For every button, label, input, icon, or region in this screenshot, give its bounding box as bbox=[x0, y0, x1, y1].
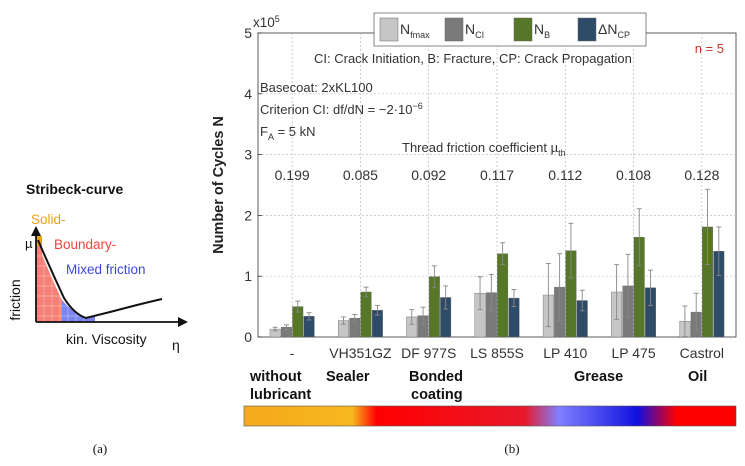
boundary-label: Boundary- bbox=[54, 237, 116, 252]
x-axis: - VH351GZ DF 977S LS 855S LP 410 LP 475 Castro… bbox=[290, 345, 724, 361]
friction-coefficient-value: 0.108 bbox=[616, 167, 651, 183]
boundary-region bbox=[36, 246, 62, 322]
legend: Nfmax NCI NB ΔNCP bbox=[373, 12, 647, 47]
x-tick-label: Castrol bbox=[680, 345, 724, 361]
x-tick-label: LS 855S bbox=[470, 345, 524, 361]
solid-label: Solid- bbox=[31, 212, 66, 227]
x-tick-label: - bbox=[290, 345, 295, 361]
mixed-label: Mixed friction bbox=[66, 262, 146, 277]
bar bbox=[497, 253, 509, 338]
legend-swatch bbox=[577, 17, 597, 42]
y-tick-label: 2 bbox=[244, 207, 252, 223]
friction-coefficient-row: 0.199 0.085 0.092 0.117 0.112 0.108 0.128 bbox=[275, 167, 720, 183]
x-tick-label: DF 977S bbox=[401, 345, 456, 361]
y-tick-label: 1 bbox=[244, 268, 252, 284]
viscosity-label: kin. Viscosity bbox=[66, 331, 147, 347]
y-tick-label: 5 bbox=[244, 25, 252, 41]
crack-definitions: CI: Crack Initiation, B: Fracture, CP: C… bbox=[314, 51, 632, 66]
bars bbox=[269, 188, 725, 338]
y-axis-label: Number of Cycles N bbox=[211, 116, 227, 254]
eta-symbol: η bbox=[172, 337, 180, 353]
friction-coefficient-value: 0.092 bbox=[411, 167, 446, 183]
caption-a: (a) bbox=[93, 441, 107, 456]
stribeck-panel: Stribeck-curve µ Solid- Boundary- Mixed … bbox=[7, 181, 188, 456]
mixed-region bbox=[62, 300, 95, 322]
x-tick-label: LP 410 bbox=[543, 345, 587, 361]
y-multiplier: x105 bbox=[253, 14, 280, 30]
x-tick-label: VH351GZ bbox=[329, 345, 392, 361]
y-tick-label: 4 bbox=[244, 86, 252, 102]
group-label: coating bbox=[411, 387, 463, 403]
basecoat-note: Basecoat: 2xKL100 bbox=[260, 80, 373, 95]
group-label: lubricant bbox=[250, 387, 311, 403]
force-note: FA = 5 kN bbox=[260, 124, 316, 142]
legend-label: NB bbox=[534, 21, 550, 40]
legend-swatch bbox=[444, 17, 464, 42]
friction-label: friction bbox=[7, 279, 23, 320]
group-label: Bonded bbox=[409, 369, 463, 385]
legend-box bbox=[373, 12, 647, 47]
friction-coefficient-value: 0.117 bbox=[480, 167, 514, 183]
legend-label: NCI bbox=[465, 21, 484, 40]
group-label: Sealer bbox=[326, 369, 370, 385]
legend-label: ΔNCP bbox=[598, 21, 630, 40]
cycles-chart: 0 1 2 3 4 5 - VH351GZ DF 977S LS 855S LP 410 LP 47… bbox=[211, 12, 737, 361]
mu-symbol: µ bbox=[25, 236, 33, 251]
criterion-note: Criterion CI: df/dN = −2·10−6 bbox=[260, 101, 423, 117]
friction-coefficient-value: 0.085 bbox=[343, 167, 378, 183]
legend-swatch bbox=[513, 17, 533, 42]
y-tick-label: 3 bbox=[244, 147, 252, 163]
friction-coefficient-value: 0.128 bbox=[684, 167, 719, 183]
viscosity-axis-arrow bbox=[178, 317, 188, 327]
x-tick-label: LP 475 bbox=[612, 345, 656, 361]
friction-coefficient-value: 0.199 bbox=[275, 167, 310, 183]
y-axis: 0 1 2 3 4 5 bbox=[244, 25, 262, 345]
friction-coefficient-value: 0.112 bbox=[548, 167, 582, 183]
gridlines bbox=[258, 33, 736, 337]
legend-label: Nfmax bbox=[400, 21, 430, 40]
stribeck-title: Stribeck-curve bbox=[26, 181, 123, 197]
group-label: without bbox=[249, 369, 302, 385]
caption-b: (b) bbox=[504, 441, 519, 456]
friction-axis-arrow bbox=[31, 226, 41, 236]
y-tick-label: 0 bbox=[244, 329, 252, 345]
stribeck-curve bbox=[37, 239, 163, 320]
group-label: Oil bbox=[688, 369, 707, 385]
group-label: Grease bbox=[574, 369, 623, 385]
lubricant-gradient-bar bbox=[243, 405, 737, 427]
sample-size: n = 5 bbox=[695, 41, 724, 56]
legend-swatch bbox=[379, 17, 399, 42]
lubricant-groups: without lubricant Sealer Bonded coating Greas… bbox=[249, 369, 707, 403]
bar bbox=[360, 291, 372, 338]
thread-friction-label: Thread friction coefficient µth bbox=[402, 140, 566, 158]
